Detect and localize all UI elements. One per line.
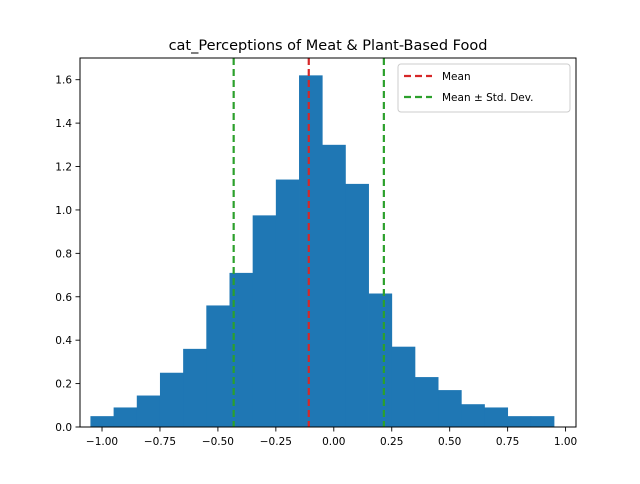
legend: Mean Mean ± Std. Dev. — [397, 63, 571, 113]
x-tick-label: 0.25 — [380, 436, 403, 448]
y-tick-label: 0.8 — [55, 248, 72, 260]
histogram-bar — [229, 272, 254, 427]
x-tick-label: −0.50 — [202, 436, 234, 448]
x-tick-label: −0.75 — [144, 436, 176, 448]
histogram-bar — [345, 183, 369, 427]
histogram-bar — [299, 75, 323, 428]
histogram-bar — [461, 404, 485, 427]
y-tick-label: 1.0 — [55, 205, 72, 217]
x-tick-label: 0.50 — [438, 436, 461, 448]
y-tick-label: 0.2 — [55, 379, 72, 391]
x-tick-label: −0.25 — [260, 436, 292, 448]
histogram-bar — [368, 293, 393, 427]
histogram-bar — [438, 390, 462, 427]
histogram-bar — [183, 348, 207, 427]
y-tick-label: 0.0 — [55, 422, 72, 434]
histogram-bar — [275, 179, 300, 427]
histogram-bar — [90, 416, 115, 427]
histogram-bar — [113, 407, 138, 427]
histogram-bar — [159, 372, 184, 427]
legend-label: Mean ± Std. Dev. — [442, 92, 534, 104]
legend-label: Mean — [442, 71, 471, 83]
y-tick-label: 0.6 — [55, 292, 72, 304]
histogram-bar — [414, 377, 439, 427]
x-tick-label: 0.75 — [496, 436, 519, 448]
y-tick-label: 1.6 — [55, 75, 72, 87]
x-tick-label: 1.00 — [554, 436, 577, 448]
y-tick-label: 0.4 — [55, 335, 72, 347]
chart-title: cat_Perceptions of Meat & Plant-Based Fo… — [169, 38, 488, 54]
bars-layer — [90, 75, 555, 428]
plot-frame — [79, 57, 577, 428]
legend-box — [397, 63, 571, 113]
histogram-bar — [484, 407, 509, 427]
histogram-bar — [322, 144, 346, 427]
reference-lines-layer — [232, 58, 385, 427]
y-tick-label: 1.4 — [55, 118, 72, 130]
histogram-bar — [252, 215, 277, 427]
x-tick-label: −1.00 — [86, 436, 118, 448]
y-tick-label: 1.2 — [55, 162, 72, 174]
histogram-bar — [507, 416, 532, 427]
x-tick-label: 0.00 — [322, 436, 345, 448]
histogram-bar — [391, 346, 416, 427]
histogram-bar — [206, 305, 230, 427]
histogram-bar — [530, 416, 555, 427]
axes-layer: −1.00 −0.75 −0.50 −0.25 0.00 0.25 0.50 0.75 1.00… — [55, 57, 577, 448]
histogram-bar — [136, 395, 161, 427]
